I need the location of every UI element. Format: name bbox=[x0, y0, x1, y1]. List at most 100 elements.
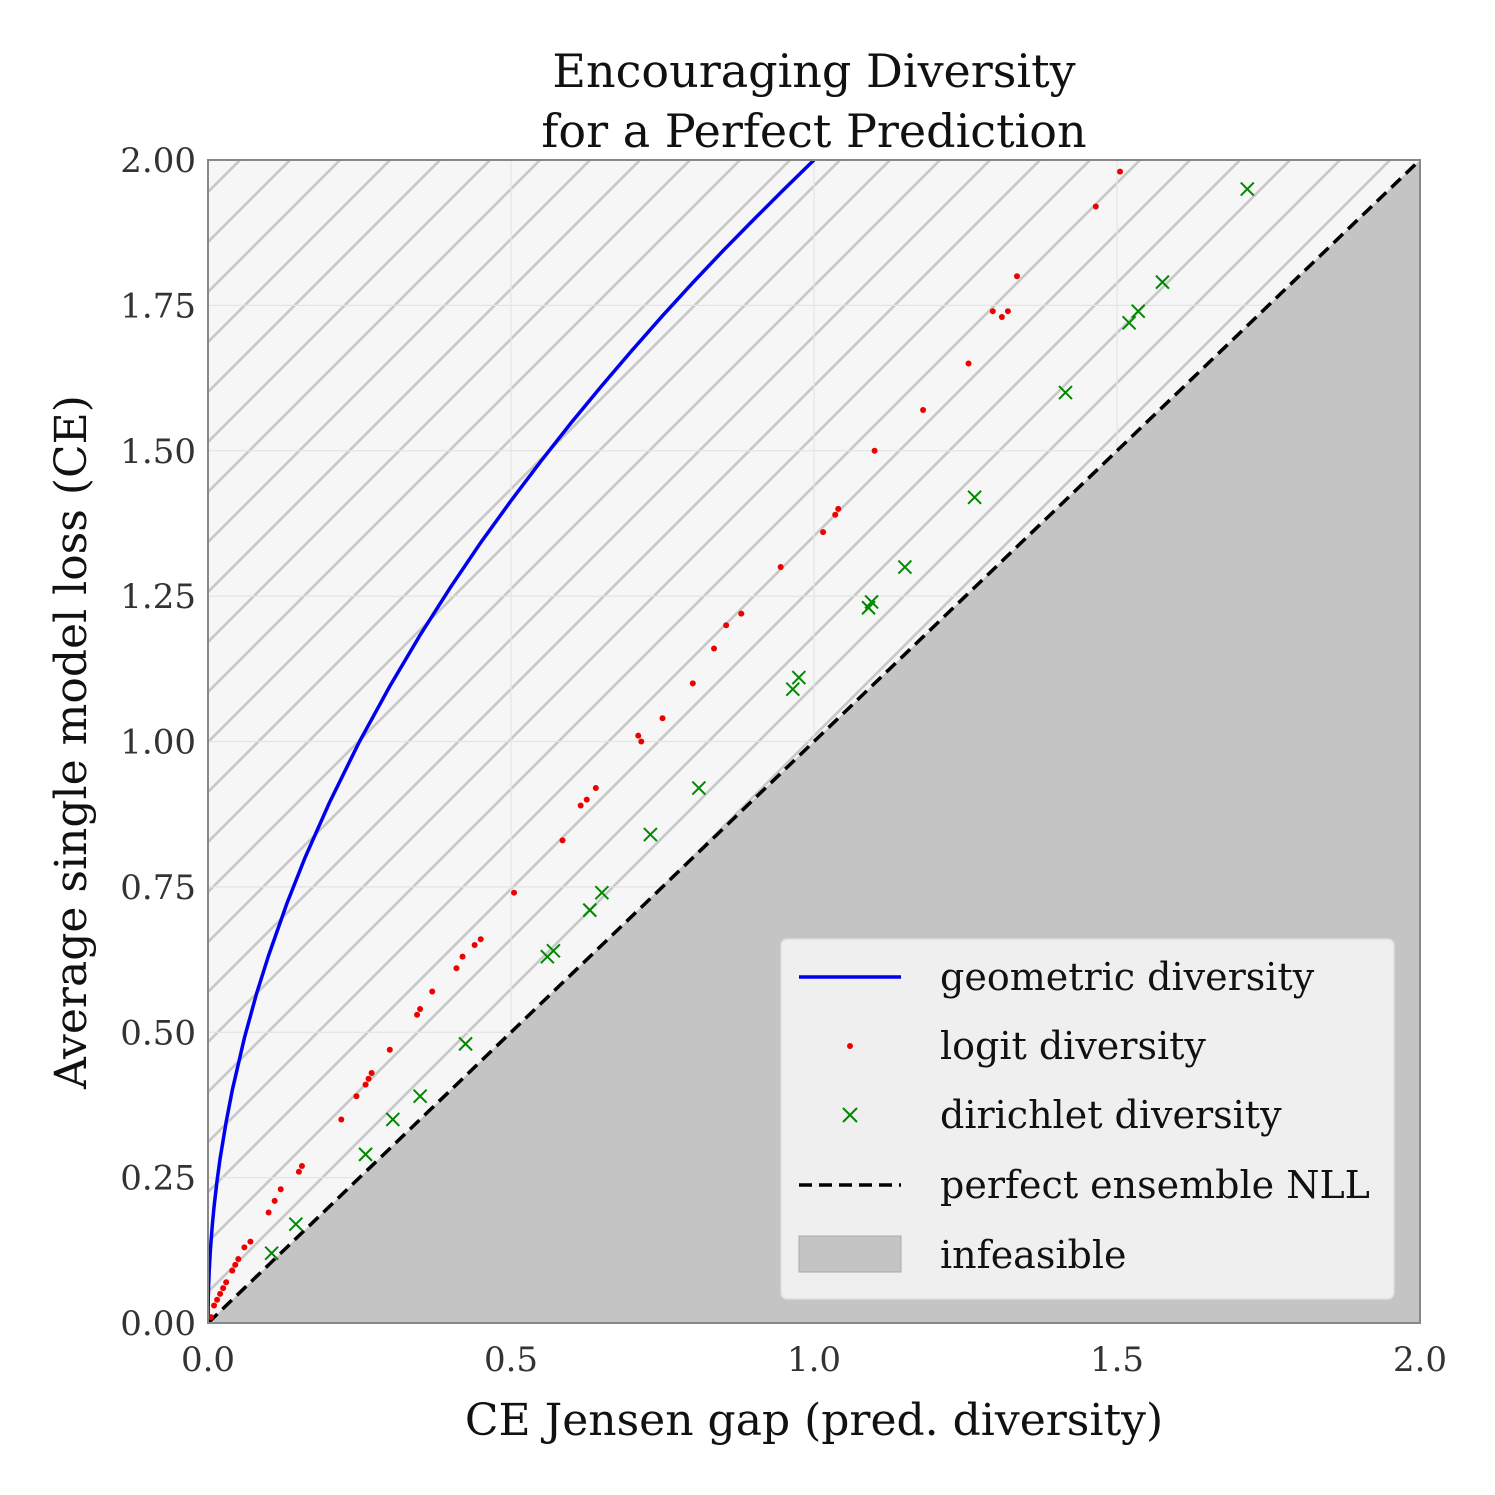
legend-marker-dirichlet bbox=[842, 1107, 858, 1123]
logit-diversity-point bbox=[659, 715, 666, 722]
logit-diversity-point bbox=[295, 1168, 302, 1175]
x-tick-label: 2.0 bbox=[1393, 1340, 1447, 1380]
dirichlet-diversity-point bbox=[785, 681, 800, 697]
chart-title-line1: Encouraging Diversity bbox=[552, 44, 1075, 98]
logit-diversity-point bbox=[689, 680, 696, 687]
logit-diversity-point bbox=[417, 1005, 424, 1012]
logit-diversity-point bbox=[208, 1314, 215, 1321]
dirichlet-diversity-point bbox=[1155, 274, 1170, 290]
logit-diversity-point bbox=[477, 936, 484, 943]
legend: geometric diversity logit diversity diri… bbox=[780, 938, 1395, 1300]
y-tick-label: 1.50 bbox=[120, 432, 196, 472]
logit-diversity-point bbox=[338, 1116, 345, 1123]
dirichlet-diversity-point bbox=[967, 490, 982, 505]
logit-diversity-point bbox=[577, 802, 584, 809]
plot-frame bbox=[207, 159, 1421, 1324]
y-tick-label: 0.50 bbox=[120, 1013, 196, 1053]
logit-diversity-point bbox=[871, 447, 878, 454]
dirichlet-diversity-point bbox=[1121, 315, 1137, 331]
logit-diversity-point bbox=[298, 1162, 305, 1169]
logit-diversity-point bbox=[592, 785, 599, 792]
logit-diversity-point bbox=[559, 837, 566, 844]
logit-diversity-point bbox=[832, 511, 839, 518]
legend-label-logit: logit diversity bbox=[940, 1024, 1206, 1068]
dirichlet-diversity-point bbox=[358, 1147, 373, 1162]
logit-diversity-point bbox=[989, 308, 996, 315]
dirichlet-diversity-point bbox=[594, 885, 610, 900]
x-tick-label: 1.0 bbox=[787, 1340, 841, 1380]
logit-diversity-point bbox=[471, 942, 478, 949]
legend-marker-logit bbox=[847, 1043, 853, 1049]
logit-diversity-point bbox=[1004, 308, 1011, 315]
dirichlet-diversity-point bbox=[791, 670, 807, 685]
y-axis-label: Average single model loss (CE) bbox=[46, 395, 97, 1090]
dirichlet-diversity-point bbox=[1131, 303, 1146, 319]
dirichlet-diversity-point bbox=[897, 559, 913, 575]
logit-diversity-point bbox=[217, 1290, 224, 1297]
dirichlet-diversity-point bbox=[1058, 385, 1073, 400]
y-tick-label: 0.00 bbox=[120, 1304, 196, 1344]
logit-diversity-point bbox=[365, 1075, 372, 1082]
y-tick-label: 1.75 bbox=[120, 286, 196, 326]
logit-diversity-point bbox=[220, 1285, 227, 1292]
logit-diversity-point bbox=[214, 1296, 221, 1303]
logit-diversity-point bbox=[265, 1209, 272, 1216]
dirichlet-diversity-point bbox=[264, 1246, 279, 1261]
logit-diversity-point bbox=[223, 1279, 230, 1286]
y-tick-label: 1.00 bbox=[120, 723, 196, 763]
dirichlet-diversity-point bbox=[864, 594, 879, 610]
logit-diversity-point bbox=[835, 505, 842, 512]
chart-title-line2: for a Perfect Prediction bbox=[541, 104, 1086, 158]
dirichlet-diversity-point bbox=[1240, 181, 1255, 197]
logit-diversity-point bbox=[583, 796, 590, 803]
dirichlet-diversity-point bbox=[288, 1216, 304, 1232]
logit-diversity-point bbox=[241, 1244, 248, 1251]
y-tick-label: 0.75 bbox=[120, 868, 196, 908]
logit-diversity-point bbox=[820, 529, 827, 536]
logit-diversity-point bbox=[362, 1081, 369, 1088]
dirichlet-diversity-point bbox=[412, 1089, 428, 1104]
dirichlet-diversity-point bbox=[458, 1036, 473, 1052]
dirichlet-diversity-point bbox=[546, 943, 561, 959]
logit-diversity-point bbox=[1014, 273, 1021, 280]
logit-diversity-point bbox=[635, 732, 642, 739]
logit-diversity-point bbox=[638, 738, 645, 745]
logit-diversity-point bbox=[1117, 168, 1124, 175]
dirichlet-diversity-point bbox=[582, 902, 597, 918]
x-tick-label: 1.5 bbox=[1090, 1340, 1144, 1380]
logit-diversity-point bbox=[429, 988, 436, 995]
logit-diversity-point bbox=[386, 1046, 393, 1053]
legend-label-infeasible: infeasible bbox=[940, 1233, 1126, 1277]
logit-diversity-point bbox=[453, 965, 460, 972]
logit-diversity-point bbox=[965, 360, 972, 367]
legend-box bbox=[780, 938, 1395, 1300]
dirichlet-diversity-point bbox=[385, 1112, 401, 1127]
line-layer bbox=[208, 160, 1420, 1323]
logit-diversity-point bbox=[211, 1302, 218, 1309]
dirichlet-diversity-point bbox=[691, 780, 707, 796]
y-tick-label: 1.25 bbox=[120, 577, 196, 617]
dirichlet-diversity-point bbox=[643, 827, 658, 842]
logit-diversity-point bbox=[920, 407, 927, 414]
legend-label-dirichlet: dirichlet diversity bbox=[940, 1093, 1282, 1137]
legend-label-perfect: perfect ensemble NLL bbox=[940, 1163, 1370, 1207]
logit-diversity-point bbox=[235, 1256, 242, 1263]
logit-diversity-point bbox=[277, 1186, 284, 1193]
y-tick-label: 0.25 bbox=[120, 1159, 196, 1199]
logit-diversity-point bbox=[998, 314, 1005, 321]
logit-diversity-point bbox=[1092, 203, 1099, 210]
legend-label-geometric: geometric diversity bbox=[940, 955, 1315, 999]
logit-diversity-point bbox=[511, 889, 518, 896]
logit-diversity-point bbox=[414, 1011, 421, 1018]
logit-diversity-point bbox=[229, 1267, 236, 1274]
logit-diversity-point bbox=[738, 610, 745, 617]
logit-diversity-point bbox=[777, 564, 784, 571]
logit-diversity-point bbox=[353, 1093, 360, 1100]
point-layer bbox=[208, 168, 1255, 1321]
x-tick-label: 0.5 bbox=[484, 1340, 538, 1380]
logit-diversity-point bbox=[723, 622, 730, 629]
legend-patch-infeasible bbox=[798, 1235, 902, 1273]
geometric-diversity-line bbox=[208, 160, 816, 1323]
logit-diversity-point bbox=[711, 645, 718, 652]
